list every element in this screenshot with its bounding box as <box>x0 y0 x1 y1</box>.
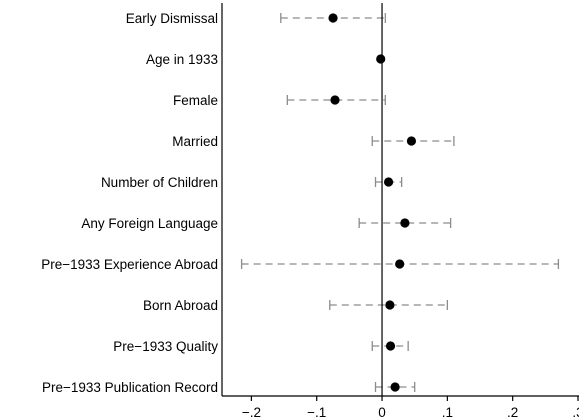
x-ticks: −.2 −.1 0 .1 .2 .3 <box>242 396 579 420</box>
x-tick-label: −.1 <box>307 405 326 420</box>
point-estimate <box>376 54 386 64</box>
category-label: Number of Children <box>101 175 218 190</box>
point-estimate <box>390 382 400 392</box>
x-tick-label: −.2 <box>242 405 261 420</box>
point-estimate <box>385 341 396 351</box>
x-tick-label: .2 <box>507 405 518 420</box>
point-estimate <box>395 259 405 269</box>
confidence-intervals <box>240 13 560 392</box>
point-estimate <box>406 136 417 146</box>
point-estimates <box>328 13 417 392</box>
category-label: Early Dismissal <box>126 11 218 26</box>
category-label: Any Foreign Language <box>81 216 218 231</box>
category-label: Pre−1933 Publication Record <box>42 380 218 395</box>
category-label: Pre−1933 Quality <box>113 339 218 354</box>
x-tick-label: .1 <box>442 405 453 420</box>
category-label: Age in 1933 <box>146 52 218 67</box>
x-tick-label: .3 <box>572 405 579 420</box>
category-label: Pre−1933 Experience Abroad <box>41 257 218 272</box>
point-estimate <box>400 218 410 228</box>
point-estimate <box>383 177 394 187</box>
point-estimate <box>330 95 340 105</box>
category-labels: Early Dismissal Age in 1933 Female Married N… <box>41 11 218 395</box>
point-estimate <box>385 300 395 310</box>
category-label: Female <box>173 93 218 108</box>
x-tick-label: 0 <box>378 405 386 420</box>
axes <box>221 3 579 397</box>
category-label: Married <box>172 134 218 149</box>
point-estimate <box>328 13 338 23</box>
category-label: Born Abroad <box>143 298 218 313</box>
